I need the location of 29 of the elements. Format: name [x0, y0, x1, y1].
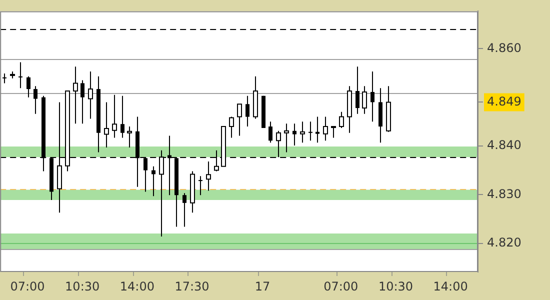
candlestick: [18, 62, 22, 89]
candlestick: [182, 192, 186, 228]
y-tick-label: 4.820: [487, 235, 522, 250]
x-tick-label: 07:00: [10, 279, 45, 294]
x-tick-label: 17: [254, 279, 270, 294]
candlestick: [120, 95, 124, 138]
y-tick-label: 4.849: [487, 94, 522, 108]
x-tick-label: 07:00: [324, 279, 358, 294]
candlestick: [370, 71, 374, 122]
candlestick: [26, 76, 30, 98]
candlestick: [356, 66, 360, 114]
x-tick-label: 17:30: [174, 279, 210, 294]
candlestick: [2, 72, 6, 84]
candlestick: [152, 166, 156, 197]
candlestick: [198, 176, 202, 196]
x-tick-label: 10:30: [378, 279, 414, 294]
candlestick: [316, 116, 320, 144]
candlestick: [34, 86, 38, 114]
y-tick-label: 4.840: [487, 138, 522, 152]
candlestick: [268, 121, 272, 144]
candlestick: [308, 121, 312, 142]
y-tick-label: 4.860: [487, 40, 522, 55]
candlestick: [246, 95, 250, 128]
y-tick-label: 4.830: [487, 186, 522, 201]
x-tick-label: 14:00: [120, 279, 154, 294]
x-tick-label: 14:00: [433, 279, 468, 294]
x-tick-label: 10:30: [65, 279, 100, 294]
candlestick: [80, 80, 84, 124]
candlestick: [292, 123, 296, 146]
